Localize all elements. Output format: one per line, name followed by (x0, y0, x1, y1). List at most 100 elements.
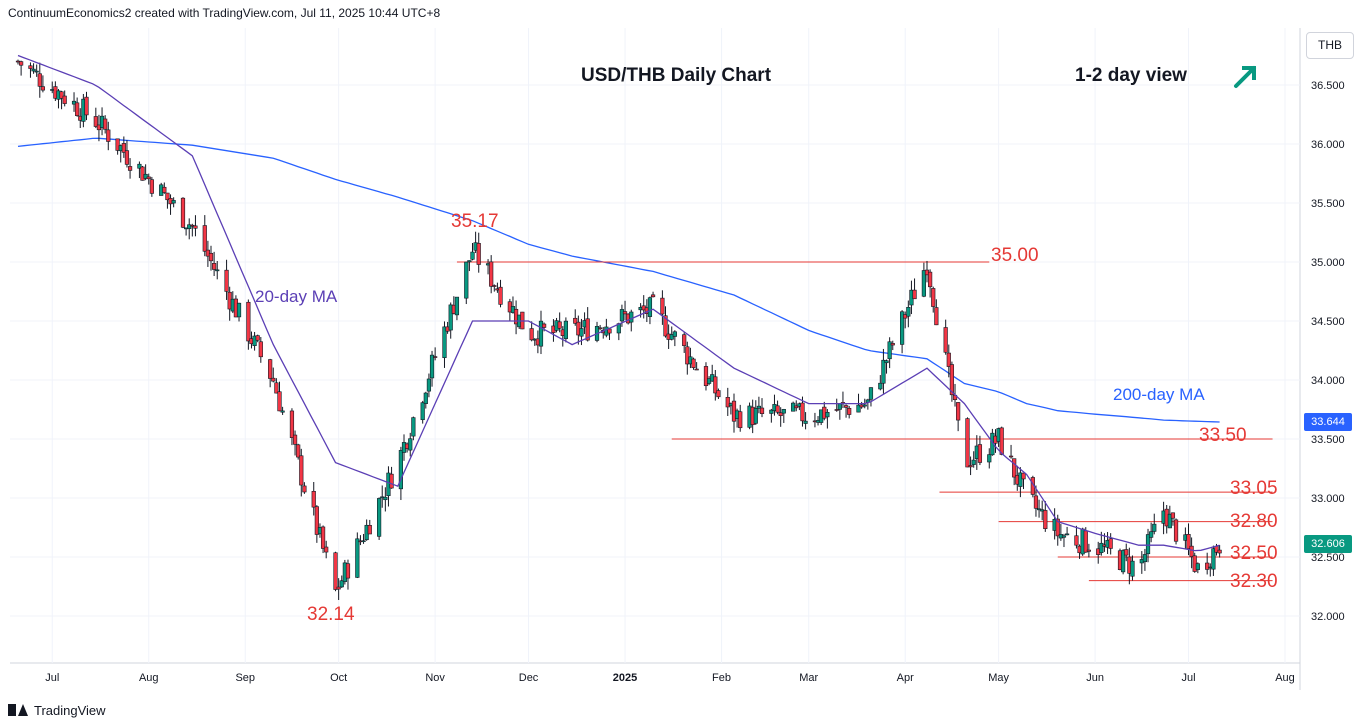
y-tick-label: 32.500 (1311, 552, 1345, 564)
candle-down (928, 271, 933, 288)
level-label-33-50: 33.50 (1199, 425, 1247, 446)
candle-up (1121, 550, 1126, 573)
candle-down (847, 407, 852, 415)
candle-up (339, 580, 344, 588)
candle-down (663, 315, 668, 337)
candle-down (389, 473, 394, 489)
level-label-35-17: 35.17 (451, 211, 499, 232)
candle-down (193, 225, 198, 229)
candle-up (1167, 513, 1172, 529)
candle-up (629, 311, 634, 323)
candle-down (956, 402, 961, 421)
x-tick-label: Aug (139, 672, 159, 684)
candle-up (753, 408, 758, 424)
candle-up (862, 404, 867, 407)
candle-down (367, 525, 372, 535)
candle-down (573, 317, 578, 324)
candle-up (672, 331, 677, 337)
view-label: 1-2 day view (1075, 65, 1187, 86)
candle-up (171, 200, 176, 204)
candle-down (37, 73, 42, 87)
candle-up (408, 438, 413, 451)
candle-up (1036, 508, 1042, 511)
candle-down (1173, 519, 1179, 542)
x-axis-ticks: Jul Aug Sep Oct Nov Dec 2025 Feb Mar Apr May Jun Jul… (45, 672, 1295, 684)
candle-down (759, 407, 765, 414)
candle-down (685, 346, 690, 365)
x-tick-label: Feb (712, 672, 731, 684)
last-price-tag: 32.606 (1304, 535, 1352, 554)
candle-down (977, 444, 983, 463)
candle-up (1211, 548, 1216, 570)
level-label-32-80: 32.80 (1230, 511, 1278, 532)
candle-up (781, 409, 786, 414)
candle-up (899, 311, 905, 345)
candle-down (299, 455, 304, 486)
candle-down (694, 368, 699, 371)
candle-down (336, 586, 341, 590)
candle-up (1152, 523, 1157, 532)
ma20-path (17, 54, 1220, 552)
candle-down (314, 506, 319, 535)
candle-down (274, 382, 279, 394)
candle-down (320, 526, 326, 549)
candle-up (464, 261, 469, 299)
candle-down (433, 356, 438, 358)
candle-down (968, 465, 973, 468)
candle-up (420, 402, 425, 421)
candle-up (280, 410, 285, 413)
candle-up (215, 269, 220, 272)
candle-up (563, 320, 568, 339)
candle-down (124, 150, 130, 165)
candle-down (146, 176, 151, 180)
candle-down (607, 328, 612, 334)
candle-down (934, 307, 939, 326)
x-tick-label: Apr (897, 672, 914, 684)
candle-up (769, 409, 774, 414)
ma200-path (17, 137, 1220, 423)
candle-down (691, 358, 696, 368)
candle-down (1217, 549, 1222, 554)
candle-up (236, 302, 242, 318)
candle-down (103, 118, 108, 130)
level-label-32-14: 32.14 (307, 604, 355, 625)
candle-down (1043, 510, 1048, 529)
candle-up (987, 454, 992, 463)
candle-down (208, 252, 214, 262)
candle-up (454, 296, 460, 316)
candle-down (738, 411, 743, 429)
candle-down (127, 166, 133, 171)
candle-up (856, 404, 861, 413)
candle-down (140, 166, 145, 181)
chart-attribution: ContinuumEconomics2 created with Trading… (8, 6, 441, 20)
ma200-price-tag: 33.644 (1304, 413, 1352, 431)
candle-up (187, 224, 192, 229)
candle-up (429, 354, 435, 379)
candles (15, 59, 1222, 600)
y-tick-label: 34.000 (1311, 375, 1345, 387)
footer-brand[interactable]: TradingView (8, 700, 106, 720)
candle-down (302, 485, 307, 493)
candle-down (492, 285, 497, 287)
candle-up (884, 360, 889, 364)
up-arrow-icon (1234, 66, 1256, 88)
y-tick-label: 36.000 (1311, 139, 1345, 151)
candle-up (143, 173, 148, 179)
candle-up (1195, 563, 1200, 570)
candle-down (1170, 512, 1176, 519)
candle-down (725, 397, 730, 408)
candle-down (115, 138, 120, 151)
candle-down (324, 546, 329, 553)
candle-down (843, 405, 849, 408)
candle-down (333, 552, 338, 590)
currency-button[interactable]: THB (1306, 32, 1354, 59)
x-tick-label: Jul (1181, 672, 1195, 684)
candle-down (149, 179, 154, 194)
candle-down (585, 318, 590, 341)
candle-down (775, 405, 780, 413)
candle-up (579, 328, 584, 337)
candle-down (1055, 518, 1060, 537)
candle-up (669, 334, 674, 340)
candle-down (19, 61, 24, 66)
